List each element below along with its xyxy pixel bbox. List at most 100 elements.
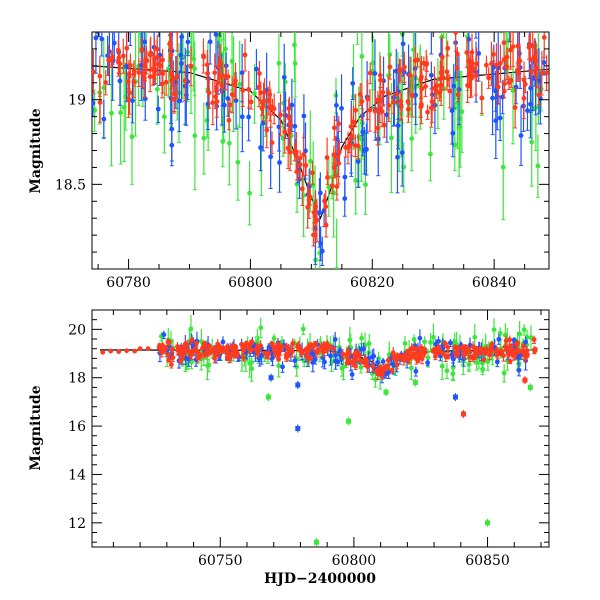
data-point [178, 351, 184, 357]
data-point [391, 99, 396, 105]
data-point [129, 134, 135, 140]
data-point [512, 105, 518, 110]
data-point [384, 112, 390, 118]
data-point [276, 356, 282, 362]
data-point [329, 183, 335, 188]
data-point [224, 348, 230, 354]
data-point [367, 107, 373, 113]
data-point [379, 108, 385, 114]
data-point [194, 340, 199, 346]
data-point [429, 12, 434, 17]
data-point [454, 65, 460, 71]
data-point [189, 337, 195, 343]
data-point [155, 106, 161, 112]
data-point [352, 143, 358, 148]
data-point [501, 40, 507, 46]
data-point [220, 345, 226, 351]
data-point [522, 377, 528, 383]
data-point [197, 353, 203, 359]
data-point [406, 348, 412, 354]
data-point [324, 155, 330, 161]
data-point [192, 133, 198, 139]
data-point [365, 96, 370, 102]
data-point [370, 363, 376, 369]
data-point [422, 339, 427, 345]
data-point [124, 348, 130, 354]
data-point [262, 350, 268, 356]
data-point [517, 331, 523, 337]
data-point [454, 51, 460, 57]
data-point [348, 124, 354, 129]
data-point [99, 36, 105, 42]
data-point [319, 345, 324, 350]
data-point [370, 60, 376, 66]
data-point [249, 347, 254, 353]
data-point [190, 25, 195, 30]
data-point [345, 145, 351, 151]
data-point [394, 353, 400, 358]
data-point [467, 70, 472, 76]
bottom-panel-x-axis-title: HJD−2400000 [264, 571, 376, 587]
data-point [101, 116, 107, 122]
data-point [336, 121, 342, 127]
data-point [103, 80, 109, 85]
data-point [541, 60, 547, 65]
data-point [490, 95, 495, 101]
data-point [333, 358, 338, 364]
top-panel-y-axis-title: Magnitude [28, 108, 44, 193]
data-point [507, 26, 512, 31]
data-point [502, 81, 507, 87]
data-point [117, 61, 123, 67]
data-point [92, 100, 96, 106]
data-point [476, 51, 482, 56]
bottom-panel-frame [91, 309, 550, 548]
data-point [358, 364, 364, 370]
data-point [292, 42, 297, 48]
data-point [536, 78, 542, 84]
data-point [262, 90, 267, 95]
data-point [292, 123, 298, 129]
data-point [386, 352, 392, 358]
data-point [450, 130, 456, 136]
data-point [212, 70, 218, 76]
data-point [169, 346, 175, 352]
data-point [457, 3, 462, 8]
data-point [216, 21, 221, 26]
data-point [169, 126, 175, 132]
data-point [206, 90, 212, 96]
data-point [479, 95, 485, 101]
x-tick-label: 60820 [350, 275, 395, 291]
data-point [213, 32, 219, 37]
data-point [227, 102, 233, 108]
data-point [517, 58, 523, 64]
data-point [184, 342, 190, 348]
data-point [470, 344, 476, 349]
data-point [395, 123, 401, 128]
data-point [303, 347, 308, 353]
data-point [380, 359, 386, 364]
data-point [169, 77, 174, 83]
data-point [269, 140, 275, 145]
data-point [248, 99, 254, 105]
data-point [225, 96, 231, 101]
data-point [221, 102, 227, 108]
y-tick-label: 18.5 [55, 177, 86, 193]
data-point [474, 61, 480, 67]
data-point [407, 355, 413, 360]
data-point [425, 109, 430, 115]
data-point [541, 35, 547, 40]
data-point [276, 363, 282, 369]
data-point [383, 389, 389, 395]
data-point [97, 4, 102, 9]
data-point [240, 345, 246, 351]
data-point [100, 349, 106, 355]
data-point [466, 58, 472, 64]
data-point [147, 74, 153, 80]
data-point [339, 105, 344, 111]
data-point [432, 353, 438, 359]
data-point [278, 348, 283, 354]
data-point [395, 154, 400, 160]
data-point [501, 370, 507, 376]
data-point [161, 114, 167, 120]
data-point [514, 67, 520, 73]
